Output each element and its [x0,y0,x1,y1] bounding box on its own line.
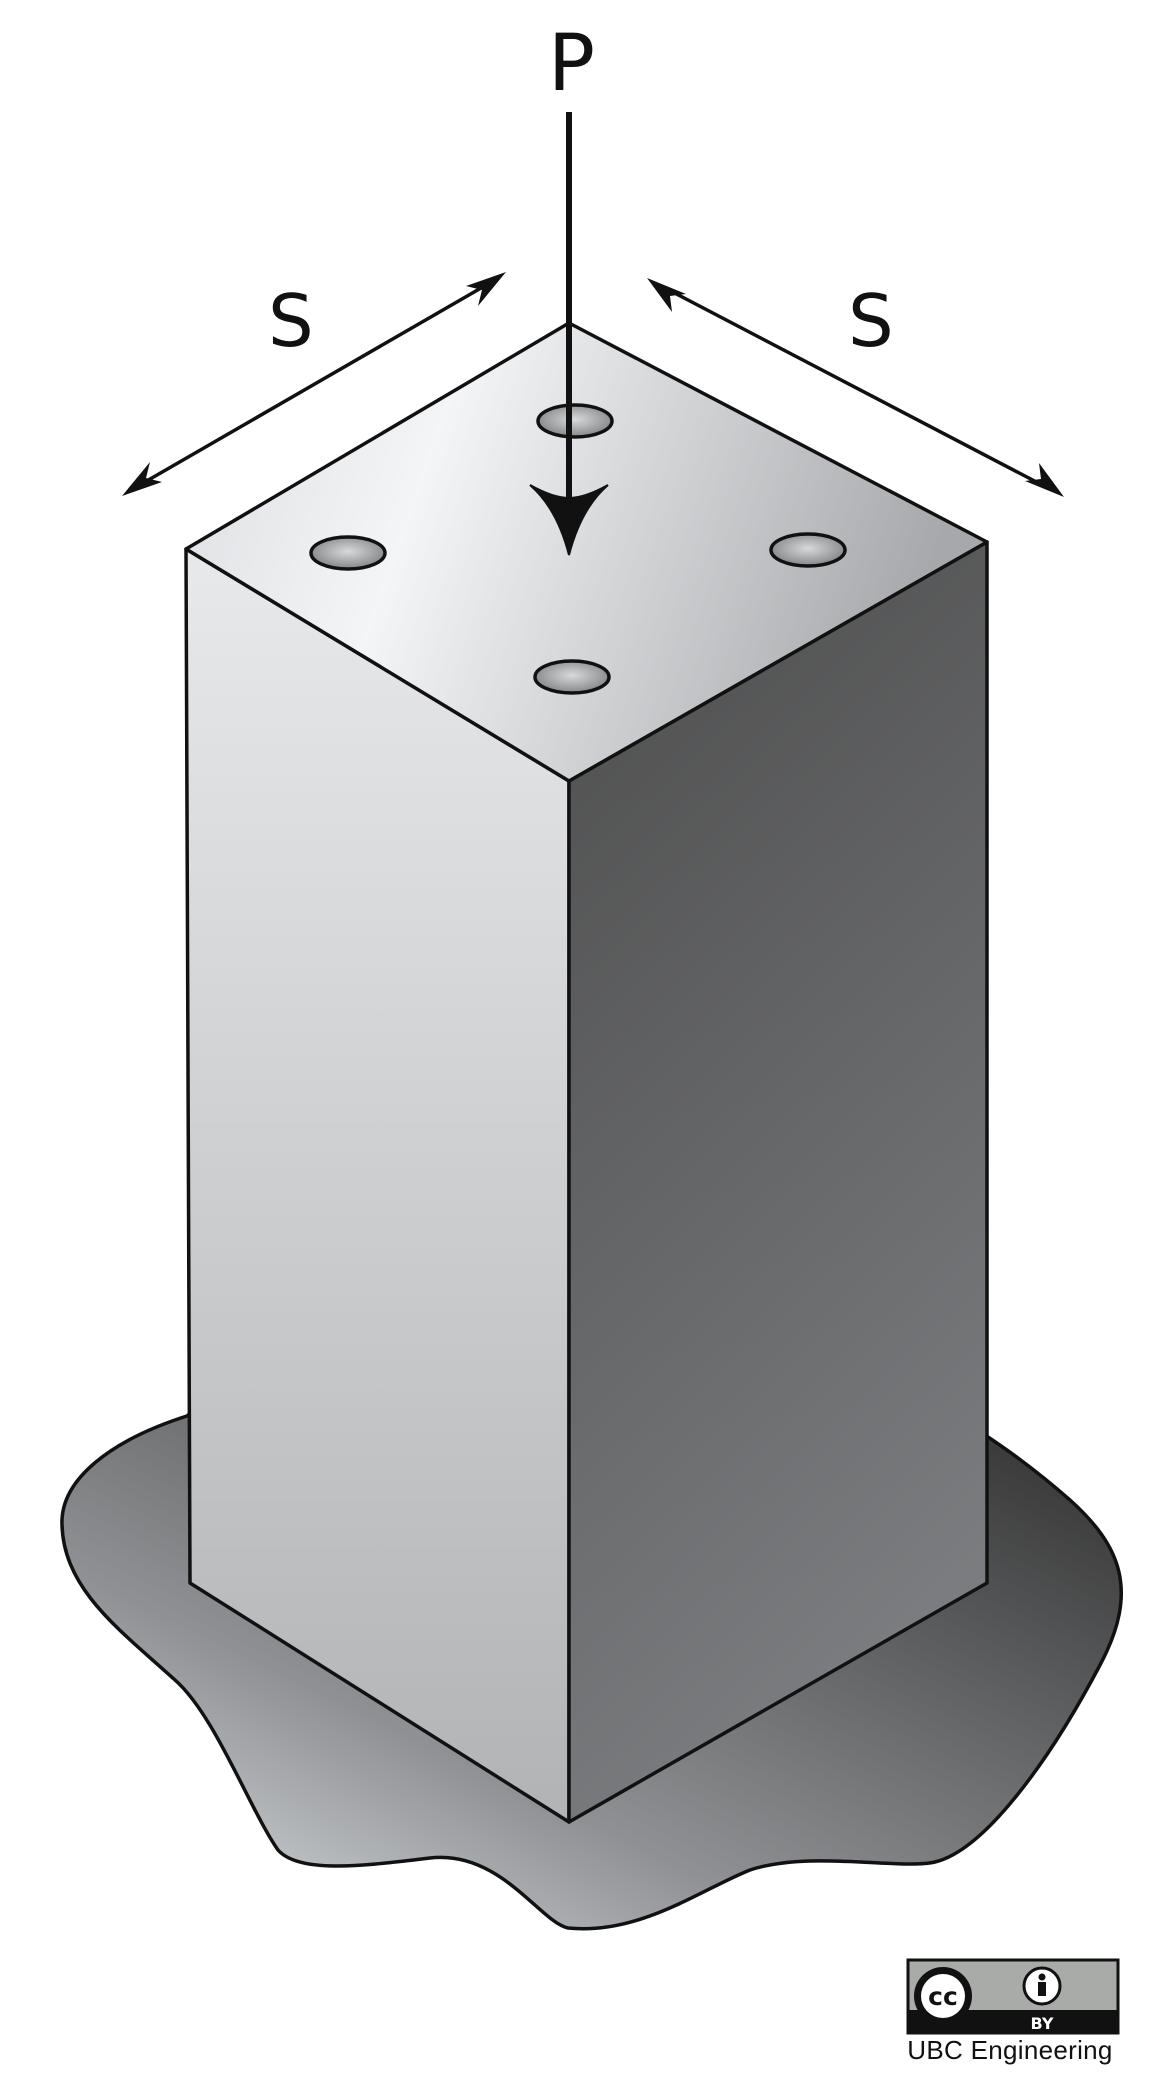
dimension-arrowhead-right-start [647,278,686,312]
credit-text: UBC Engineering [907,2035,1113,2065]
dimension-line-right [664,286,1047,489]
dimension-line-left [137,282,489,488]
pile-hole-front [533,659,611,695]
load-arrow-head [529,484,609,556]
by-text: BY [1031,2014,1054,2033]
dimension-arrowhead-left-start [466,272,506,306]
cc-text: cc [928,1982,958,2011]
load-label: P [548,19,595,109]
pile-hole-right [769,532,847,568]
cc-by-badge: cc BY [906,1958,1120,2035]
dimension-label-left: S [268,279,314,363]
pile-hole-left [309,535,387,571]
dimension-arrowhead-right-end [1025,463,1064,497]
dimension-arrowhead-left-end [122,462,162,496]
pile-hole-back [536,403,614,439]
column-top-face [184,321,989,783]
dimension-label-right: S [848,279,894,363]
